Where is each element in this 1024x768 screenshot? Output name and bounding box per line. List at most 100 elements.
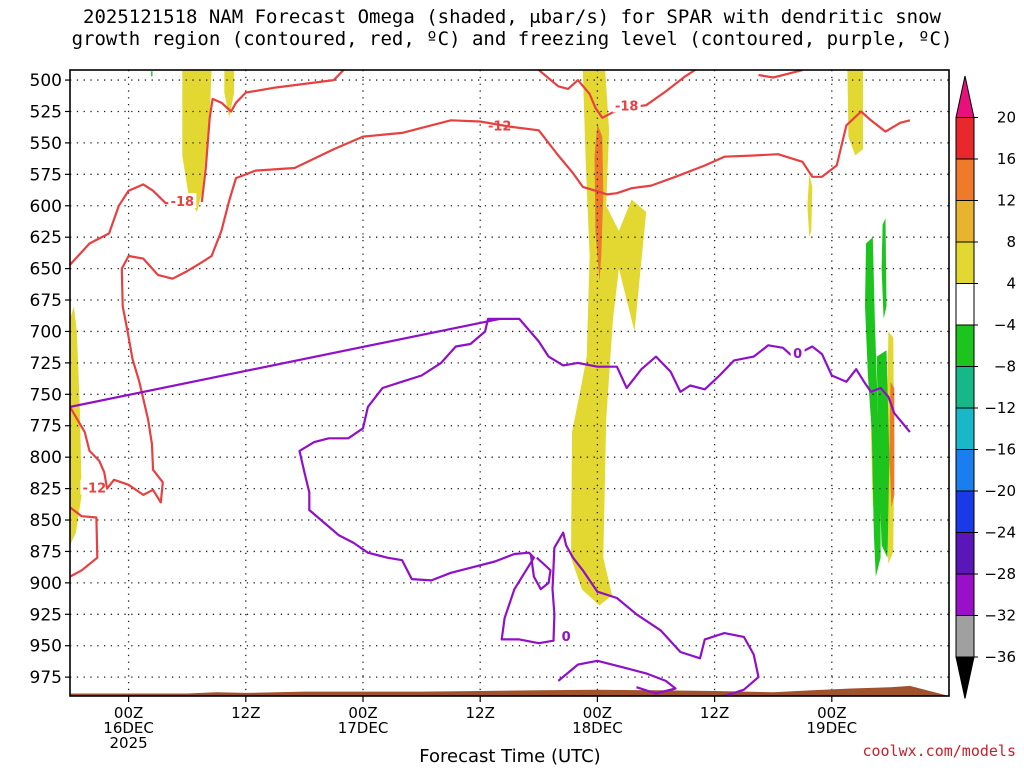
- frz-0-main: [70, 317, 911, 433]
- frz-0-loop: [298, 317, 760, 696]
- dgz-18-right-label: -18: [615, 99, 639, 114]
- colorbar-bin-5: [955, 283, 975, 326]
- dgz-18-top: [758, 70, 803, 79]
- dgz-12-loop: [70, 110, 911, 504]
- frz-0-loop-label: 0: [562, 630, 571, 645]
- x-axis-title: Forecast Time (UTC): [419, 746, 601, 767]
- plot-frame: [69, 69, 950, 697]
- x-tick-label-36-1: 12Z: [466, 704, 495, 722]
- chart-title-line2: growth region (contoured, red, ºC) and f…: [71, 28, 953, 50]
- x-tick-label-48-2: 18DEC: [572, 719, 623, 737]
- y-tick-label-850: 850: [30, 511, 62, 531]
- orange-pos-1: [594, 124, 604, 282]
- x-tick-label-60-1: 12Z: [700, 704, 729, 722]
- frz-0-main-label-bg: [790, 345, 805, 361]
- x-tick-label-0-2: 16DEC: [103, 719, 154, 737]
- green-neg-2: [881, 218, 887, 319]
- x-tick-label-12-1: 12Z: [231, 704, 260, 722]
- colorbar-label-9: −20: [984, 482, 1016, 500]
- yellow-pos-3: [224, 70, 235, 118]
- yellow-pos-5: [847, 70, 864, 156]
- grid-lines: [70, 70, 949, 696]
- dgz-18-left: [200, 70, 345, 203]
- x-tick-label-24-2: 17DEC: [338, 719, 389, 737]
- x-tick-label-72-1: 00Z: [817, 704, 846, 722]
- colorbar-label-12: −32: [984, 607, 1016, 625]
- dgz-18-left-label: -18: [171, 195, 195, 210]
- y-tick-label-800: 800: [30, 448, 62, 468]
- colorbar-bottom-arrow: [955, 656, 975, 699]
- y-tick-label-600: 600: [30, 197, 62, 217]
- dgz-18-left-label-bg: [168, 192, 197, 208]
- colorbar-label-4: 4: [1006, 275, 1016, 293]
- y-tick-label-650: 650: [30, 260, 62, 280]
- y-tick-label-825: 825: [30, 480, 62, 500]
- dgz-12-main: [70, 506, 99, 578]
- y-tick-label-925: 925: [30, 605, 62, 625]
- colorbar-bin-3: [955, 200, 975, 243]
- y-tick-label-500: 500: [30, 71, 62, 91]
- x-tick-label-72-2: 19DEC: [807, 719, 858, 737]
- colorbar-bin-8: [955, 407, 975, 450]
- colorbar-bin-9: [955, 449, 975, 492]
- colorbar-bin-13: [955, 615, 975, 658]
- colorbar-label-10: −24: [984, 524, 1016, 542]
- colorbar-bin-2: [955, 158, 975, 201]
- colorbar-label-2: 12: [997, 192, 1016, 210]
- colorbar-label-7: −12: [984, 399, 1016, 417]
- y-tick-label-950: 950: [30, 637, 62, 657]
- yellow-pos-1: [70, 306, 82, 546]
- y-tick-label-750: 750: [30, 385, 62, 405]
- dgz-12-left-label-bg: [80, 479, 109, 495]
- frz-0-bottom: [557, 659, 677, 695]
- colorbar-bin-4: [955, 241, 975, 284]
- y-tick-label-900: 900: [30, 574, 62, 594]
- y-tick-label-700: 700: [30, 322, 62, 342]
- credit-text: coolwx.com/models: [862, 742, 1016, 760]
- plot-background: [70, 70, 949, 696]
- colorbar-bin-6: [955, 324, 975, 367]
- colorbar-label-6: −8: [994, 358, 1016, 376]
- y-tick-label-575: 575: [30, 165, 62, 185]
- frz-0-inner: [529, 555, 552, 591]
- y-tick-label-675: 675: [30, 291, 62, 311]
- colorbar-bin-12: [955, 573, 975, 616]
- chart-title-line1: 2025121518 NAM Forecast Omega (shaded, μ…: [83, 6, 941, 28]
- colorbar-label-13: −36: [984, 648, 1016, 666]
- colorbar-label-1: 16: [997, 150, 1016, 168]
- x-tick-label-0-1: 00Z: [114, 704, 143, 722]
- colorbar-label-0: 20: [997, 109, 1016, 127]
- green-neg-4: [151, 71, 153, 77]
- green-neg-3: [876, 350, 890, 558]
- colorbar-bin-10: [955, 490, 975, 533]
- colorbar-label-8: −16: [984, 441, 1016, 459]
- yellow-pos-6: [807, 174, 813, 238]
- colorbar: 20 16 12 8 4 −4 −8 −12 −16 −20 −24 −28 −32 −36: [955, 75, 1016, 699]
- y-tick-label-975: 975: [30, 668, 62, 688]
- yellow-pos-4: [571, 70, 647, 606]
- yellow-pos-2: [182, 70, 212, 212]
- colorbar-bin-1: [955, 117, 975, 160]
- y-tick-label-625: 625: [30, 228, 62, 248]
- colorbar-bin-7: [955, 366, 975, 409]
- colorbar-label-5: −4: [994, 316, 1016, 334]
- colorbar-top-arrow: [955, 75, 975, 118]
- y-axis: 500 525 550 575 600 625 650 675 700 725 750 775 800 8…: [30, 71, 70, 688]
- colorbar-label-3: 8: [1006, 233, 1016, 251]
- x-tick-label-48-1: 00Z: [583, 704, 612, 722]
- frz-0-main-label: 0: [793, 347, 802, 362]
- dgz-18-right-label-bg: [612, 97, 641, 113]
- y-tick-label-550: 550: [30, 134, 62, 154]
- x-tick-label-24-1: 00Z: [348, 704, 377, 722]
- green-neg-1: [865, 237, 881, 577]
- colorbar-bin-11: [955, 532, 975, 575]
- y-tick-label-775: 775: [30, 417, 62, 437]
- frz-0-loop-label-bg: [559, 627, 574, 643]
- orange-pos-2: [889, 381, 895, 508]
- x-tick-label-0-3: 2025: [110, 734, 148, 752]
- y-tick-label-725: 725: [30, 354, 62, 374]
- colorbar-label-11: −28: [984, 565, 1016, 583]
